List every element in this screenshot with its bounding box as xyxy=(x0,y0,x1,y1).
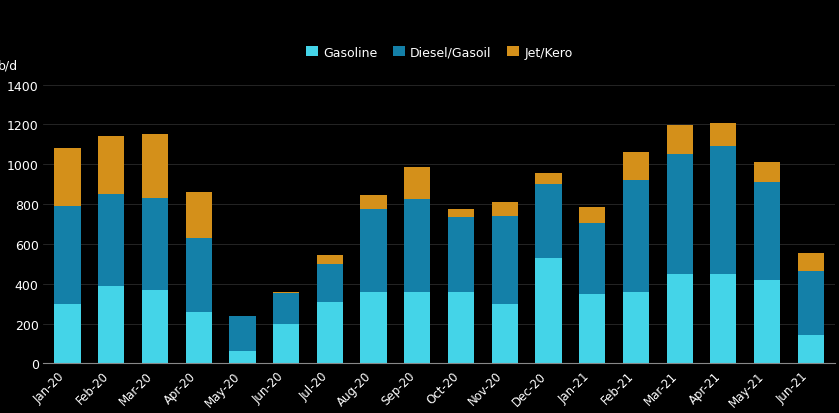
Bar xyxy=(361,209,387,292)
Y-axis label: b/d: b/d xyxy=(0,59,18,73)
Bar xyxy=(535,258,561,363)
Bar xyxy=(754,163,780,183)
Bar xyxy=(273,324,300,363)
Bar xyxy=(185,192,211,238)
Bar xyxy=(55,206,81,304)
Bar xyxy=(492,203,518,216)
Bar xyxy=(55,304,81,363)
Bar xyxy=(98,137,124,195)
Bar xyxy=(623,153,649,181)
Bar xyxy=(754,183,780,280)
Bar xyxy=(711,274,737,363)
Bar xyxy=(711,124,737,147)
Bar xyxy=(273,292,300,293)
Bar xyxy=(623,181,649,292)
Bar xyxy=(535,174,561,185)
Bar xyxy=(666,155,693,274)
Bar xyxy=(317,264,343,302)
Bar xyxy=(535,185,561,258)
Bar xyxy=(273,293,300,324)
Bar xyxy=(492,216,518,304)
Bar xyxy=(361,292,387,363)
Bar xyxy=(579,208,605,223)
Legend: Gasoline, Diesel/Gasoil, Jet/Kero: Gasoline, Diesel/Gasoil, Jet/Kero xyxy=(301,41,577,64)
Bar xyxy=(142,290,168,363)
Bar xyxy=(185,312,211,363)
Bar xyxy=(798,336,824,363)
Bar xyxy=(623,292,649,363)
Bar xyxy=(404,199,430,292)
Bar xyxy=(229,351,256,363)
Bar xyxy=(579,294,605,363)
Bar xyxy=(98,195,124,286)
Bar xyxy=(55,149,81,206)
Bar xyxy=(185,238,211,312)
Bar xyxy=(404,168,430,199)
Bar xyxy=(448,209,474,218)
Bar xyxy=(754,280,780,363)
Bar xyxy=(229,316,256,351)
Bar xyxy=(711,147,737,274)
Bar xyxy=(798,271,824,336)
Bar xyxy=(361,196,387,209)
Bar xyxy=(98,286,124,363)
Bar xyxy=(142,135,168,199)
Bar xyxy=(448,292,474,363)
Bar xyxy=(142,199,168,290)
Bar xyxy=(317,255,343,264)
Bar xyxy=(404,292,430,363)
Bar xyxy=(666,126,693,155)
Bar xyxy=(448,218,474,292)
Bar xyxy=(317,302,343,363)
Bar xyxy=(798,253,824,271)
Bar xyxy=(579,223,605,294)
Bar xyxy=(492,304,518,363)
Bar xyxy=(666,274,693,363)
